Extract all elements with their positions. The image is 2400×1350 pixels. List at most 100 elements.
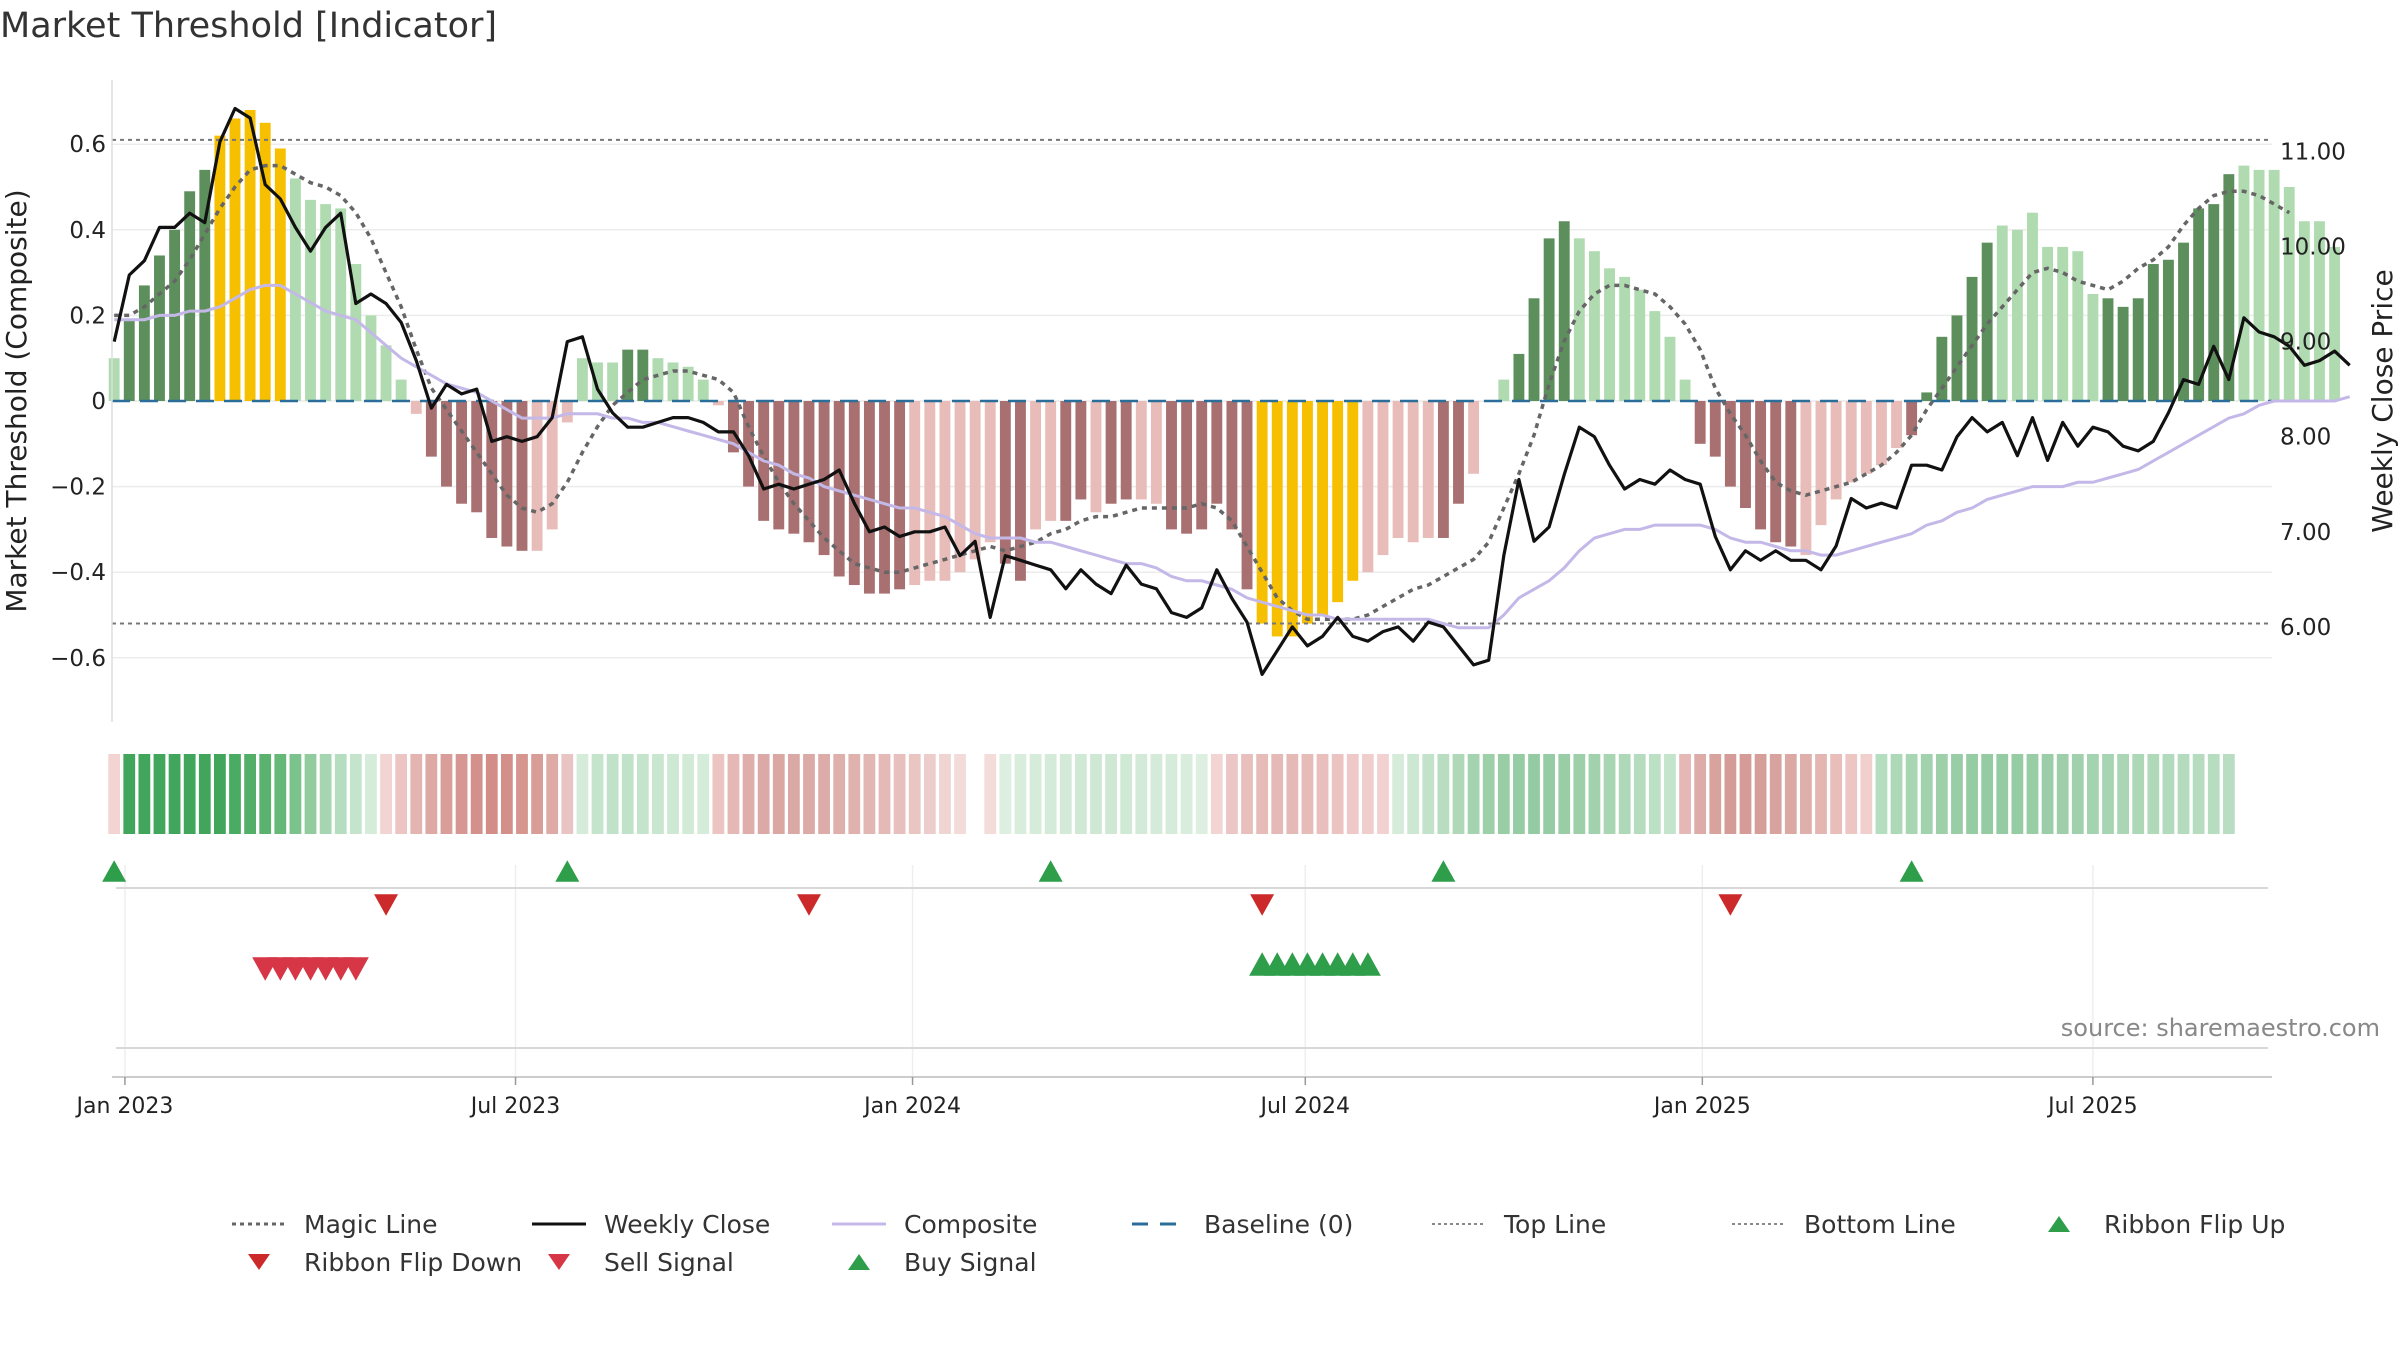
legend-label: Ribbon Flip Up bbox=[2104, 1209, 2286, 1239]
composite-line bbox=[114, 283, 2351, 630]
composite-bar bbox=[2087, 294, 2099, 401]
composite-bar bbox=[244, 109, 256, 402]
composite-bar bbox=[1015, 401, 1026, 581]
ribbon-cell bbox=[1513, 754, 1525, 834]
ribbon-cell bbox=[848, 754, 861, 834]
composite-bar bbox=[2178, 242, 2189, 401]
y-right-tick-label: 9.00 bbox=[2280, 330, 2331, 356]
composite-bar bbox=[1800, 401, 1812, 556]
composite-bar bbox=[803, 401, 815, 543]
composite-bar bbox=[1362, 401, 1374, 573]
ribbon-cell bbox=[365, 754, 377, 834]
ribbon-cell bbox=[1935, 754, 1948, 834]
composite-bar bbox=[2102, 298, 2114, 401]
composite-bar bbox=[2314, 221, 2325, 401]
composite-bar bbox=[2042, 246, 2054, 401]
ribbon-cell bbox=[591, 754, 604, 834]
ribbon-cell bbox=[274, 754, 287, 834]
composite-bar bbox=[954, 401, 966, 573]
composite-bar bbox=[1241, 401, 1253, 590]
ribbon-cell bbox=[470, 754, 483, 834]
composite-bar bbox=[471, 401, 483, 513]
y-tick-label: −0.6 bbox=[50, 646, 106, 672]
legend-item: Baseline (0) bbox=[1130, 1210, 1430, 1239]
ribbon-cell bbox=[1588, 754, 1601, 834]
composite-bar bbox=[1996, 225, 2008, 401]
composite-bar bbox=[1286, 401, 1298, 637]
ribbon-cell bbox=[727, 754, 740, 834]
ribbon-cell bbox=[636, 754, 649, 834]
ribbon-cell bbox=[319, 754, 332, 834]
composite-bar bbox=[1709, 401, 1721, 457]
ribbon-cell bbox=[1724, 754, 1737, 834]
composite-bar bbox=[1075, 401, 1087, 500]
composite-bar bbox=[229, 118, 241, 402]
ribbon-cell bbox=[772, 754, 785, 834]
legend-swatch bbox=[1432, 1223, 1486, 1225]
ribbon-cell bbox=[1875, 754, 1888, 834]
ribbon-cell bbox=[1452, 754, 1465, 834]
ribbon-cell bbox=[214, 754, 226, 834]
composite-bar bbox=[259, 122, 271, 402]
composite-bar bbox=[441, 401, 452, 487]
ribbon-cell bbox=[1920, 754, 1933, 834]
ribbon-cell bbox=[1226, 754, 1238, 834]
ribbon-cell bbox=[1815, 754, 1827, 834]
composite-bar bbox=[335, 208, 347, 401]
composite-bar bbox=[546, 401, 558, 530]
composite-bar bbox=[894, 401, 906, 590]
ribbon-cell bbox=[787, 754, 800, 834]
y-tick-label: 0 bbox=[91, 389, 106, 415]
composite-bar bbox=[1740, 401, 1751, 508]
ribbon-cell bbox=[2117, 754, 2129, 834]
legend-item: Bottom Line bbox=[1730, 1210, 2030, 1239]
composite-bar bbox=[1513, 353, 1525, 401]
ribbon-cell bbox=[1467, 754, 1480, 834]
y-right-axis-label: Weekly Close Price bbox=[2366, 269, 2399, 532]
ribbon-cell bbox=[485, 754, 498, 834]
composite-bar bbox=[2057, 246, 2069, 401]
composite-bar bbox=[108, 358, 120, 401]
ribbon-cell bbox=[1905, 754, 1918, 834]
legend-swatch bbox=[248, 1254, 270, 1270]
composite-bar bbox=[1407, 401, 1419, 543]
ribbon-cell bbox=[349, 754, 362, 834]
ribbon-cell bbox=[1664, 754, 1676, 834]
ribbon-cell bbox=[1407, 754, 1420, 834]
ribbon-cell bbox=[712, 754, 725, 834]
composite-bar bbox=[1755, 401, 1767, 530]
ribbon-cell bbox=[1482, 754, 1495, 834]
composite-bar bbox=[305, 199, 316, 401]
composite-bar bbox=[1271, 401, 1283, 637]
legend-swatch bbox=[532, 1222, 586, 1226]
y-right-tick-label: 11.00 bbox=[2280, 139, 2346, 165]
ribbon-cell bbox=[2102, 754, 2114, 834]
y-tick-label: 0.4 bbox=[69, 218, 106, 244]
composite-bar bbox=[1226, 401, 1238, 530]
composite-bar bbox=[1120, 401, 1132, 500]
ribbon-flip-up-marker bbox=[555, 860, 580, 882]
ribbon-cell bbox=[516, 754, 528, 834]
composite-bar bbox=[214, 135, 226, 401]
composite-bar bbox=[531, 401, 543, 551]
ribbon-cell bbox=[1120, 754, 1133, 834]
ribbon-cell bbox=[108, 754, 121, 834]
y-right-tick-label: 7.00 bbox=[2280, 520, 2331, 546]
composite-bar bbox=[1921, 392, 1933, 401]
composite-bar bbox=[2253, 169, 2265, 401]
ribbon-cell bbox=[682, 754, 695, 834]
weekly-close-line bbox=[112, 106, 2351, 676]
composite-bar bbox=[1558, 221, 1570, 401]
ribbon-cell bbox=[2192, 754, 2205, 834]
ribbon-cell bbox=[833, 754, 846, 834]
ribbon-cell bbox=[1543, 754, 1556, 834]
ribbon-cell bbox=[999, 754, 1012, 834]
composite-bar bbox=[2011, 229, 2023, 401]
ribbon-cell bbox=[1256, 754, 1269, 834]
composite-bar bbox=[1150, 401, 1162, 504]
composite-bar bbox=[123, 319, 135, 401]
composite-bar bbox=[682, 366, 694, 401]
ribbon-cell bbox=[697, 754, 710, 834]
ribbon-cell bbox=[259, 754, 272, 834]
ribbon-cell bbox=[2222, 754, 2235, 834]
